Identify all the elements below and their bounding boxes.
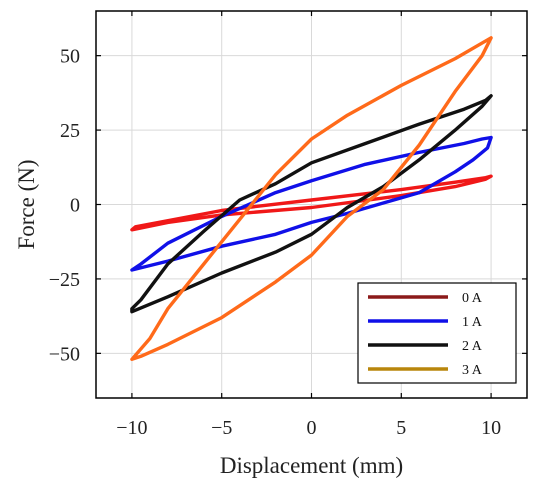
y-tick-label: −25	[49, 269, 80, 291]
y-tick-label: −50	[49, 343, 80, 365]
series-line-1	[130, 135, 493, 272]
legend-label: 2 A	[462, 339, 483, 354]
x-tick-label: −10	[116, 417, 147, 439]
legend-label: 0 A	[462, 291, 483, 306]
y-tick-label: 25	[60, 120, 80, 142]
y-tick-label: 50	[60, 46, 80, 68]
y-axis-label: Force (N)	[14, 159, 39, 249]
x-tick-label: 0	[307, 417, 317, 439]
legend-label: 1 A	[462, 315, 483, 330]
y-tick-label: 0	[70, 195, 80, 217]
x-tick-label: 10	[481, 417, 501, 439]
legend-label: 3 A	[462, 363, 483, 378]
x-tick-label: 5	[396, 417, 406, 439]
x-axis-label: Displacement (mm)	[220, 453, 403, 478]
series-line-3	[130, 36, 493, 361]
plot-area	[130, 36, 493, 361]
x-tick-label: −5	[211, 417, 232, 439]
legend-box	[357, 282, 517, 384]
grid	[96, 11, 527, 398]
series-line-2	[130, 94, 493, 314]
legend: 0 A 1 A 2 A 3 A	[357, 282, 517, 384]
